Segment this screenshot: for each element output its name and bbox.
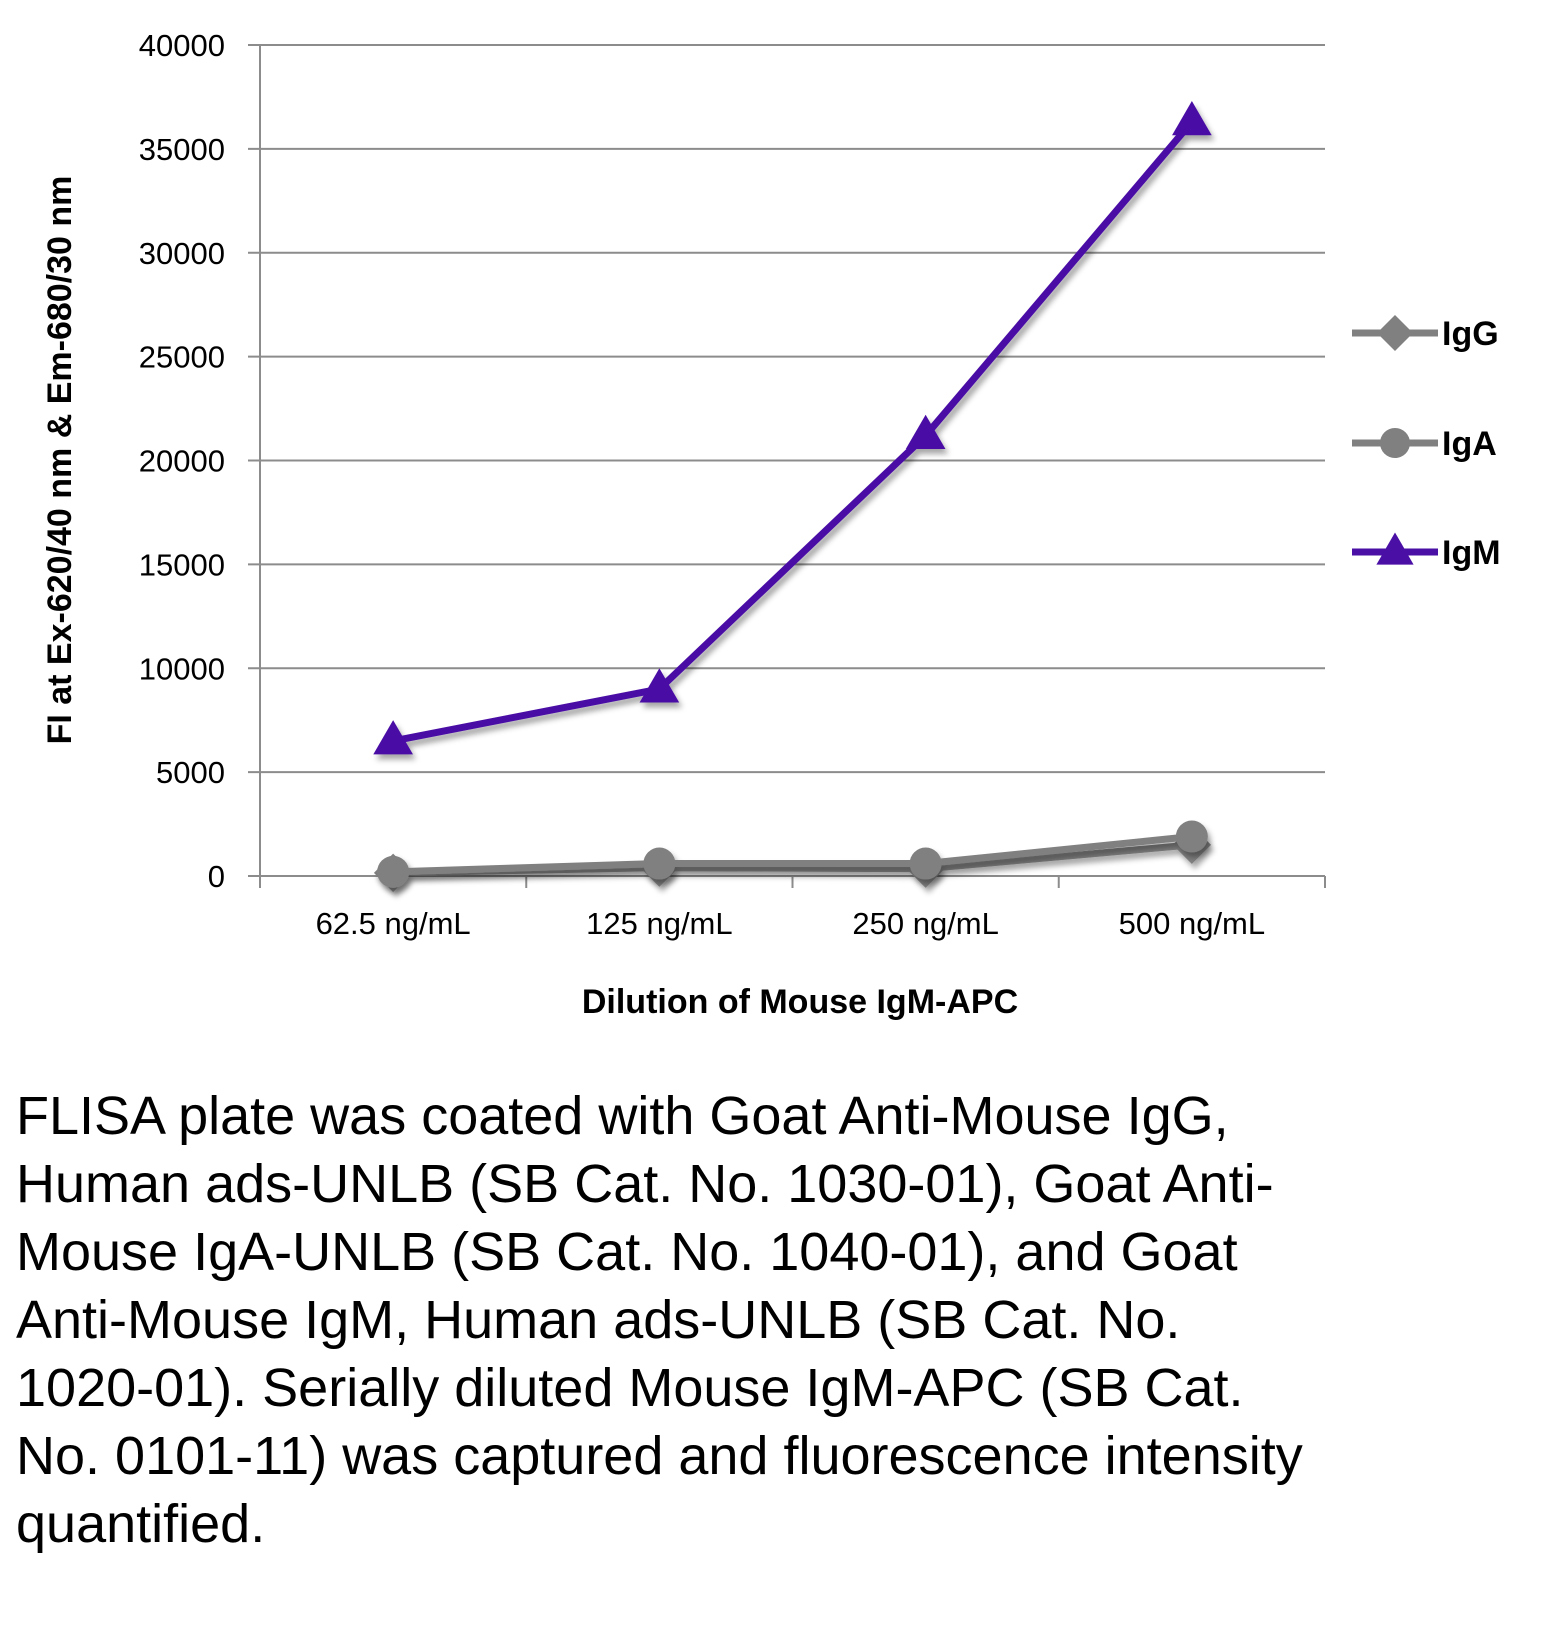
legend-marker-iga	[1380, 428, 1410, 458]
series-line-igm	[389, 118, 1196, 745]
y-axis-title: FI at Ex-620/40 nm & Em-680/30 nm	[41, 176, 79, 745]
series	[373, 101, 1212, 893]
x-tick-label: 62.5 ng/mL	[316, 906, 471, 941]
legend-label: IgM	[1442, 534, 1501, 572]
y-tick-label: 40000	[139, 28, 225, 63]
legend-label: IgG	[1442, 315, 1499, 353]
legend-marker-igm	[1376, 532, 1414, 565]
y-tick-label: 5000	[156, 755, 225, 790]
y-tick-label: 25000	[139, 340, 225, 375]
data-point-igm	[1172, 101, 1212, 136]
data-point-igm	[373, 720, 413, 755]
y-tick-label: 10000	[139, 651, 225, 686]
data-point-iga	[909, 847, 942, 880]
x-tick-label: 250 ng/mL	[852, 906, 999, 941]
data-point-iga	[643, 847, 676, 880]
data-point-igm	[905, 414, 946, 450]
series-igm	[373, 101, 1212, 755]
chart: 0 5000 10000 15000 20000 25000 30000 35000 40000…	[41, 28, 1501, 1021]
legend: IgG IgA IgM	[1352, 315, 1501, 572]
y-tick-label: 35000	[139, 132, 225, 167]
series-line-iga	[389, 833, 1196, 876]
axes: 0 5000 10000 15000 20000 25000 30000 35000 40000…	[139, 28, 1326, 941]
legend-item-igg: IgG	[1352, 315, 1499, 353]
data-point-iga	[377, 855, 410, 888]
series-iga	[377, 820, 1208, 888]
data-point-igm	[639, 668, 680, 703]
x-axis-title: Dilution of Mouse IgM-APC	[582, 983, 1018, 1021]
legend-item-iga: IgA	[1352, 425, 1497, 463]
y-tick-label: 0	[208, 859, 225, 894]
x-tick-label: 500 ng/mL	[1119, 906, 1266, 941]
line-chart: 0 5000 10000 15000 20000 25000 30000 35000 40000…	[41, 28, 1501, 1021]
legend-marker-igg	[1377, 315, 1413, 351]
x-tick-label: 125 ng/mL	[586, 906, 733, 941]
legend-item-igm: IgM	[1352, 532, 1501, 572]
y-tick-label: 20000	[139, 444, 225, 479]
y-tick-label: 30000	[139, 236, 225, 271]
y-tick-label: 15000	[139, 547, 225, 582]
figure-caption: FLISA plate was coated with Goat Anti-Mo…	[16, 1086, 1303, 1554]
legend-label: IgA	[1442, 425, 1497, 463]
data-point-iga	[1175, 820, 1208, 853]
